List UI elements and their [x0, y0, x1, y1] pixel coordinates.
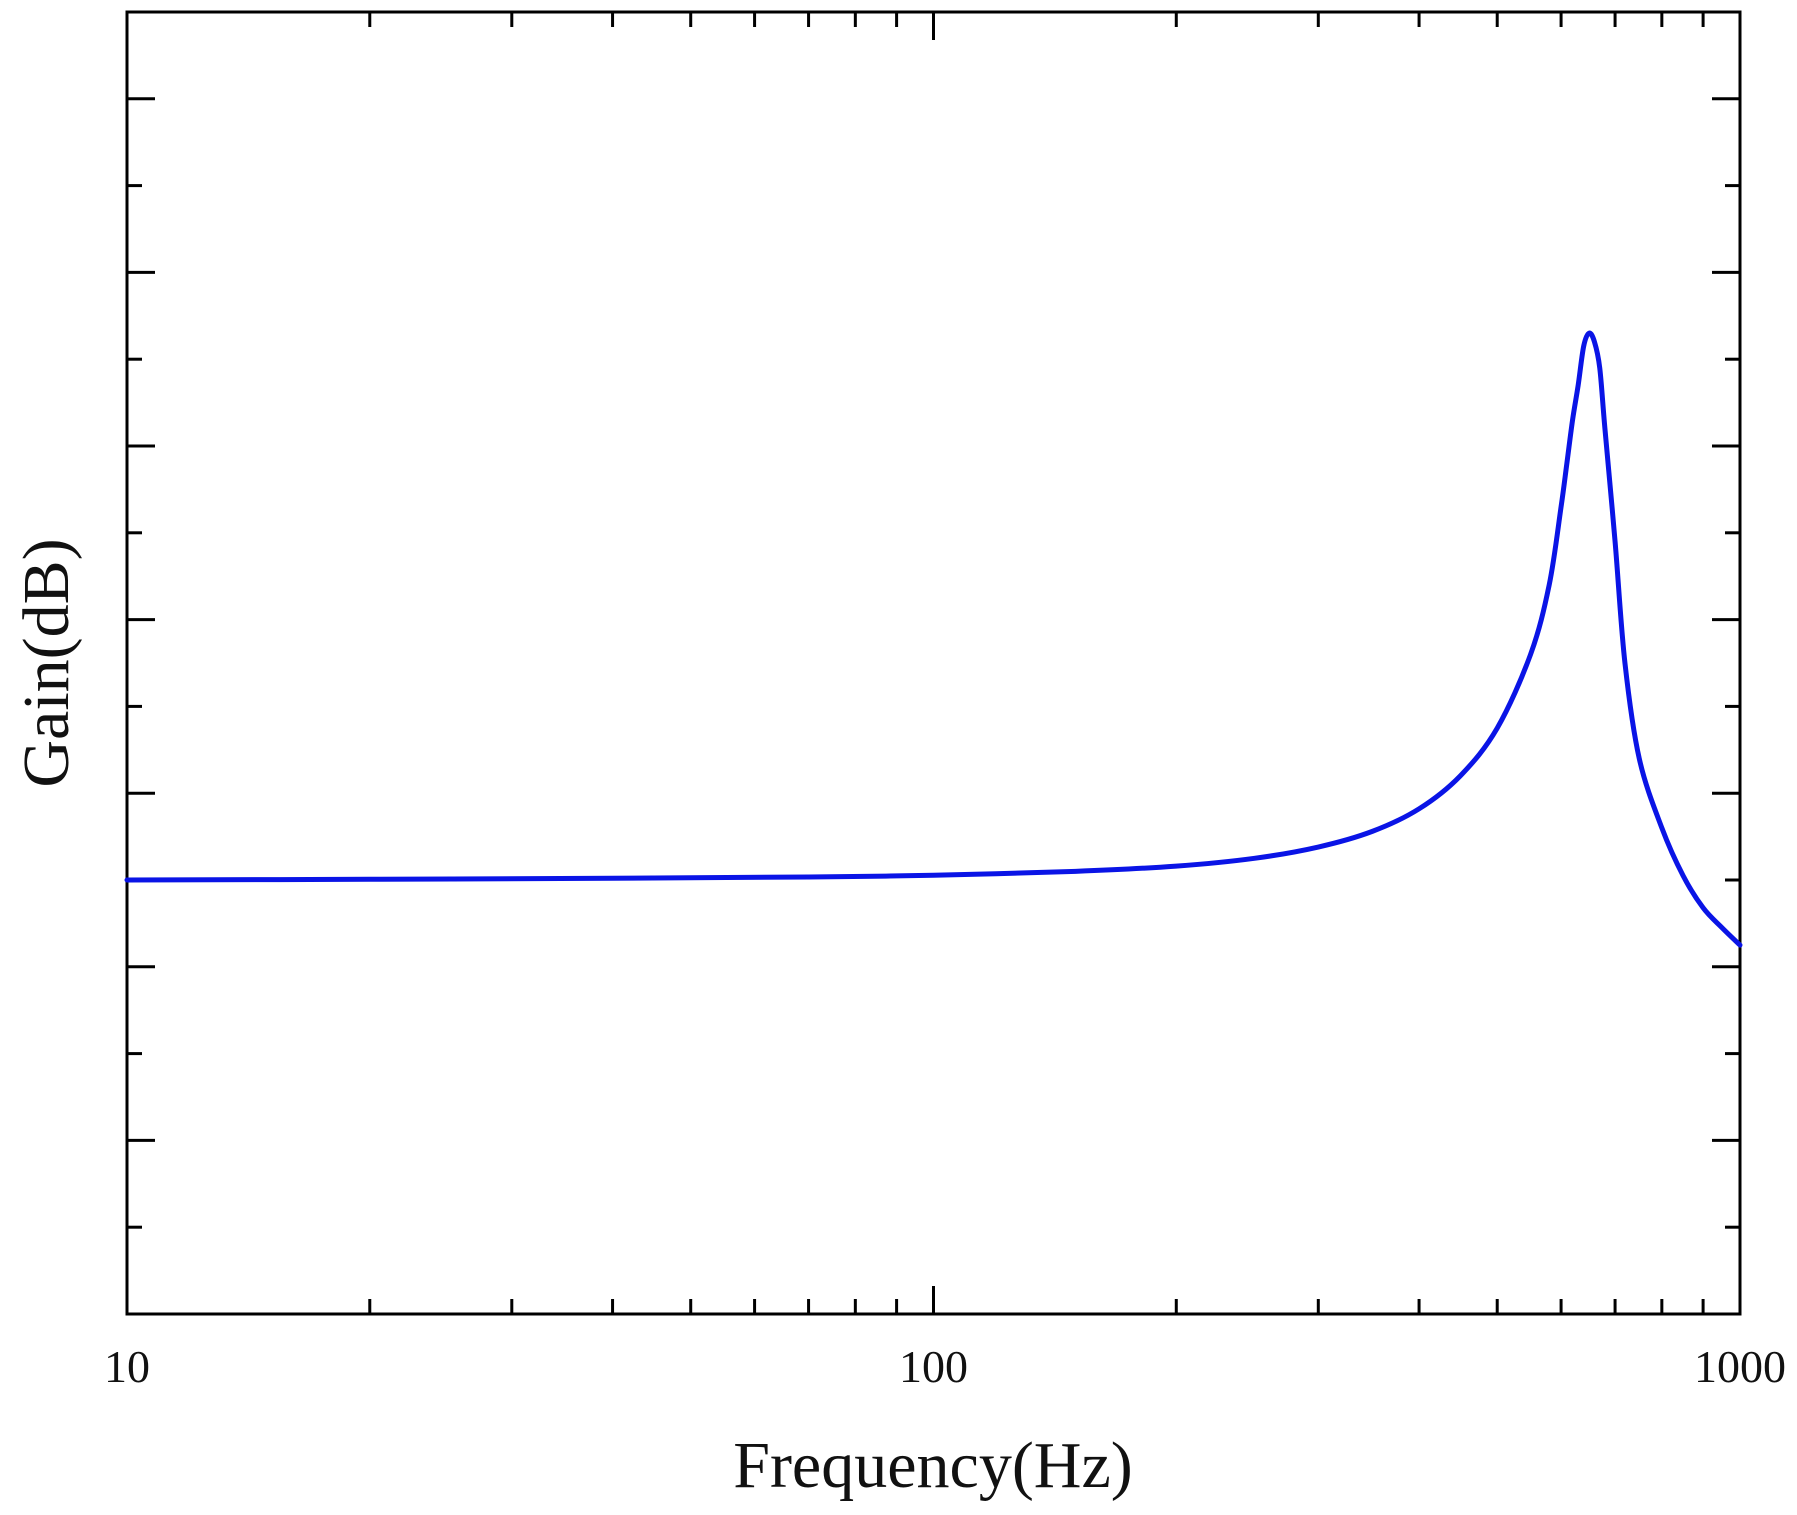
- plot-frame: [125, 10, 1742, 1316]
- y-axis-ticks: [127, 97, 1740, 1229]
- x-axis-tick-labels: 10 100 1000: [104, 1341, 1786, 1392]
- y-axis-label: Gain(dB): [10, 538, 83, 787]
- x-axis-ticks: [125, 12, 1742, 1314]
- gain-curve: [124, 330, 1743, 948]
- x-tick-label: 10: [104, 1341, 150, 1392]
- x-tick-label: 1000: [1694, 1341, 1786, 1392]
- x-tick-label: 100: [899, 1341, 968, 1392]
- x-axis-label: Frequency(Hz): [733, 1429, 1132, 1502]
